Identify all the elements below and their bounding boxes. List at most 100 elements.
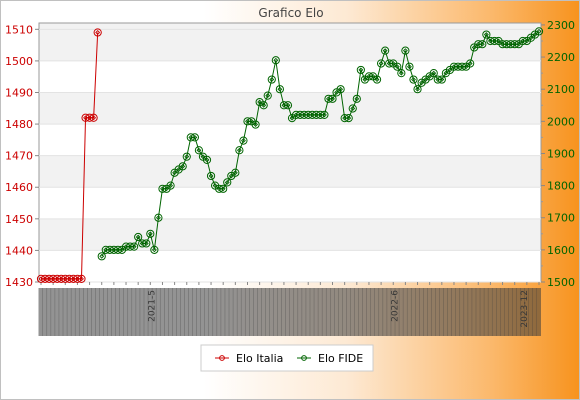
legend-box [200,344,374,372]
data-point [158,184,167,193]
data-point [190,133,199,142]
grid-band [39,29,541,61]
x-label-smudge [164,288,169,336]
data-point [89,113,98,122]
x-label-smudge [342,288,347,336]
data-point [202,155,212,164]
data-point [372,75,382,84]
data-point [130,242,139,251]
x-label-smudge [38,288,43,336]
y-right-tick-label: 2300 [547,19,575,32]
data-point-marker [232,170,238,176]
x-label-smudge [155,288,161,336]
x-label-smudge [236,288,242,336]
x-label-smudge [504,288,509,336]
y-left-tick-label: 1470 [5,150,33,163]
x-label-smudge [269,288,274,336]
data-point-marker [204,157,210,163]
data-point [65,274,74,283]
data-point [324,94,333,103]
data-point [457,62,467,71]
x-label-smudge [321,288,327,336]
data-point-marker [378,61,384,66]
x-label-smudge [257,288,262,336]
legend-label: Elo Italia [236,352,283,365]
data-point-marker [269,77,275,82]
x-label-smudge [50,288,56,336]
data-point [138,239,147,248]
data-point-marker [382,48,388,54]
x-label-smudge [431,288,436,336]
x-label-smudge [95,288,100,336]
x-label-smudge [249,288,254,336]
data-point-marker [394,64,400,70]
y-left-tick-label: 1480 [5,118,33,131]
x-label-smudge [330,288,335,336]
x-label-smudge [212,288,218,336]
y-left-tick-label: 1440 [5,244,33,257]
x-label-smudge [123,288,129,336]
grid-band [39,218,541,251]
data-point [267,75,276,84]
data-point [178,162,187,171]
data-point-marker [479,41,485,47]
data-point-marker [273,57,279,63]
data-point [142,239,151,248]
x-label-smudge [244,288,250,336]
data-point-marker [398,70,404,76]
data-point [482,30,491,39]
data-point-marker [241,138,246,144]
y-left-tick-label: 1510 [5,23,33,36]
x-label-smudge [370,288,375,336]
x-label-smudge [338,288,343,336]
x-label-smudge [512,288,517,336]
data-point [474,40,483,49]
data-point [57,274,66,283]
x-label-smudge [87,288,92,336]
x-label-smudge [70,288,76,336]
data-point [328,94,337,103]
data-point [125,242,135,251]
data-point [69,274,78,283]
x-label-smudge [378,288,384,336]
x-label-smudge [528,288,533,336]
data-point [376,59,386,68]
x-label-smudge [131,288,137,336]
y-left-tick-label: 1430 [5,276,33,289]
data-point [283,101,293,110]
data-point-marker [135,234,141,240]
x-label-smudge [111,288,116,336]
data-point [186,133,195,142]
x-label-smudge [479,288,485,336]
x-label-smudge [520,288,525,336]
data-point [393,62,402,71]
x-label-smudge [475,288,481,336]
data-point-marker [374,77,380,82]
data-point-marker [143,241,149,246]
x-label-smudge [435,288,440,336]
x-label-smudge [54,288,60,336]
x-label-smudge [334,288,339,336]
data-point [534,27,544,36]
x-label-smudge [83,288,88,336]
x-label-smudge [127,288,133,336]
data-point-marker [147,231,153,237]
data-point-marker [338,86,344,92]
y-right-tick-label: 2100 [547,83,575,96]
data-point [113,245,123,254]
x-label-smudge [99,288,104,336]
x-label-smudge [196,288,201,336]
data-point-marker [79,276,84,282]
data-point [109,245,118,254]
data-point [85,113,94,122]
data-point [304,110,313,120]
x-label-smudge [151,288,157,336]
data-point [223,178,232,187]
data-point [105,245,114,254]
x-label-smudge [419,288,424,336]
data-point [121,242,131,251]
data-point-marker [346,115,352,121]
data-point [36,274,46,283]
data-point [405,62,414,71]
